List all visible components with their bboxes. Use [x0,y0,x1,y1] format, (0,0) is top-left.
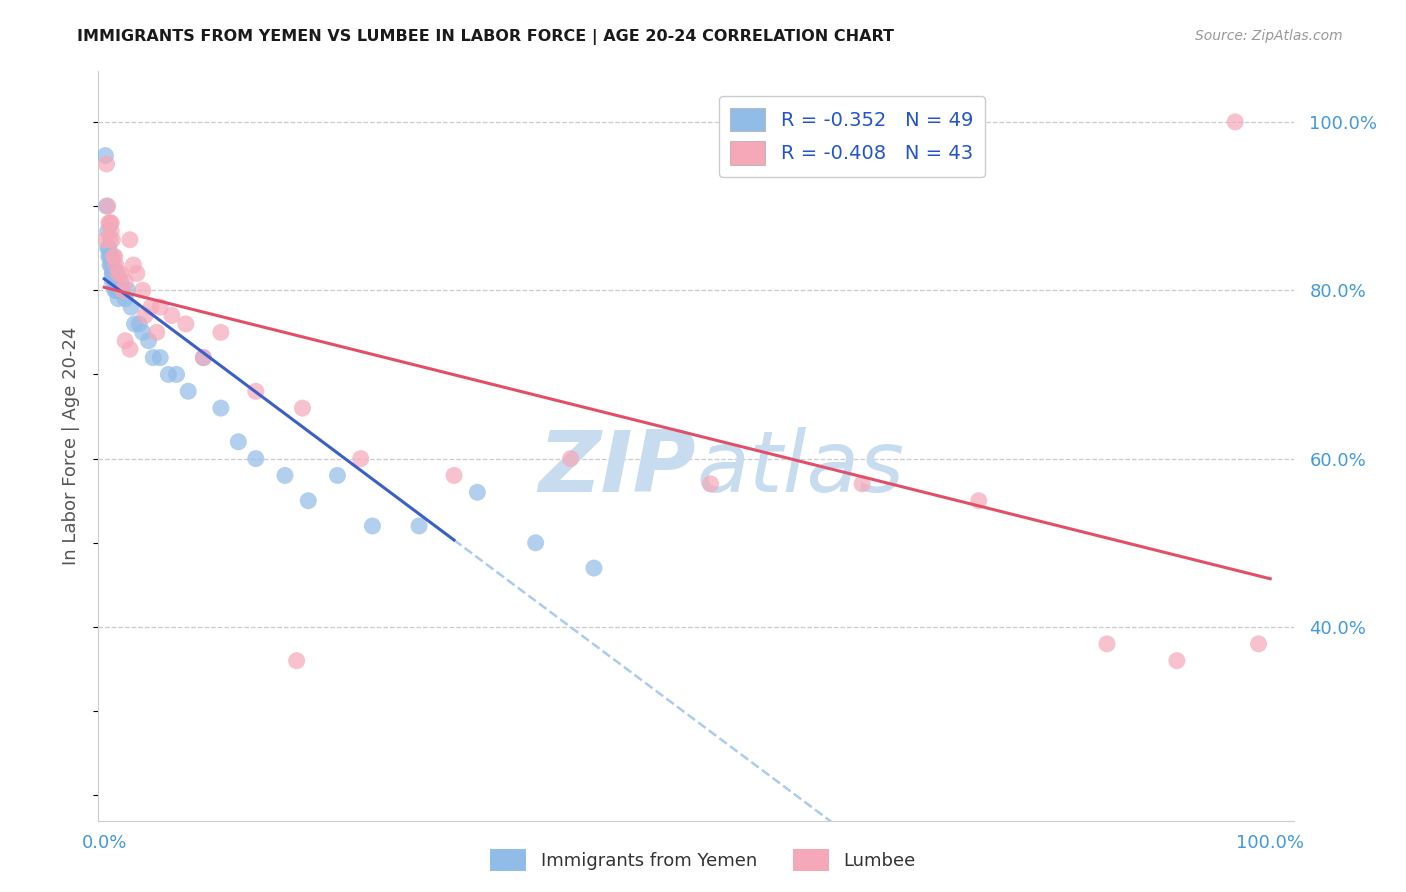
Point [101,267,124,281]
Point [443,468,465,483]
Point [101,267,124,281]
Point [145,326,167,340]
Legend: Immigrants from Yemen, Lumbee: Immigrants from Yemen, Lumbee [482,842,924,879]
Point [104,275,127,289]
Point [118,233,141,247]
Point [104,267,127,281]
Text: IMMIGRANTS FROM YEMEN VS LUMBEE IN LABOR FORCE | AGE 20-24 CORRELATION CHART: IMMIGRANTS FROM YEMEN VS LUMBEE IN LABOR… [77,29,894,45]
Point [98,250,121,264]
Point [138,334,160,348]
Point [97,224,120,238]
Point [297,493,319,508]
Point [174,317,197,331]
Point [103,250,125,264]
Point [467,485,489,500]
Point [107,292,129,306]
Point [157,368,180,382]
Point [97,216,120,230]
Point [326,468,349,483]
Point [94,148,117,162]
Point [97,250,120,264]
Point [104,275,127,289]
Point [967,493,990,508]
Point [245,451,267,466]
Point [100,258,122,272]
Point [101,233,124,247]
Point [107,267,129,281]
Point [209,326,232,340]
Point [408,519,430,533]
Point [1225,115,1247,129]
Point [100,250,122,264]
Point [117,283,139,297]
Point [524,536,547,550]
Point [193,351,215,365]
Point [98,258,121,272]
Point [699,476,721,491]
Point [149,351,172,365]
Point [98,216,121,230]
Point [139,300,162,314]
Point [193,351,215,365]
Point [291,401,314,416]
Point [350,451,373,466]
Text: Source: ZipAtlas.com: Source: ZipAtlas.com [1195,29,1343,43]
Point [560,451,582,466]
Point [114,292,136,306]
Point [166,368,188,382]
Point [149,300,172,314]
Point [1166,654,1188,668]
Point [101,275,124,289]
Point [125,267,148,281]
Point [104,283,127,297]
Point [103,267,125,281]
Y-axis label: In Labor Force | Age 20-24: In Labor Force | Age 20-24 [62,326,80,566]
Point [582,561,605,575]
Point [114,275,136,289]
Point [274,468,297,483]
Point [97,241,120,255]
Point [128,317,150,331]
Point [94,233,117,247]
Point [124,317,146,331]
Point [105,283,128,297]
Point [209,401,232,416]
Point [104,283,127,297]
Point [111,283,134,297]
Point [1095,637,1118,651]
Point [108,283,131,297]
Point [110,267,132,281]
Point [132,326,155,340]
Point [851,476,873,491]
Point [120,300,142,314]
Point [104,250,127,264]
Point [110,275,132,289]
Point [100,216,122,230]
Point [160,309,183,323]
Point [103,258,125,272]
Point [245,384,267,399]
Point [98,233,121,247]
Point [97,199,120,213]
Point [1247,637,1270,651]
Point [118,342,141,356]
Point [122,258,145,272]
Point [96,157,118,171]
Point [114,334,136,348]
Point [132,283,155,297]
Legend: R = -0.352   N = 49, R = -0.408   N = 43: R = -0.352 N = 49, R = -0.408 N = 43 [718,96,986,177]
Point [228,434,250,449]
Point [285,654,308,668]
Text: ZIP: ZIP [538,427,696,510]
Point [100,224,122,238]
Point [104,258,127,272]
Point [142,351,165,365]
Text: atlas: atlas [696,427,904,510]
Point [96,199,118,213]
Point [111,283,134,297]
Point [134,309,156,323]
Point [177,384,200,399]
Point [97,241,120,255]
Point [361,519,384,533]
